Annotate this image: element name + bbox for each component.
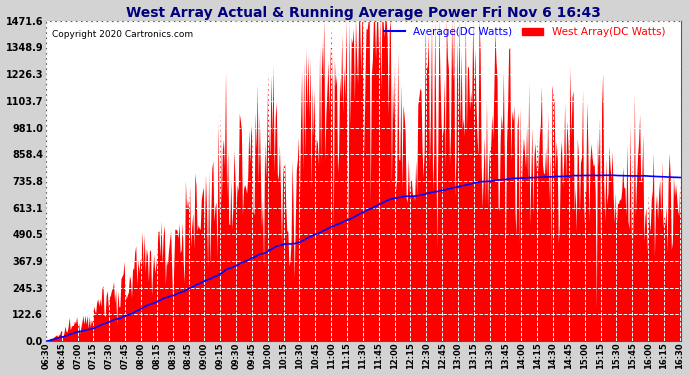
Text: Copyright 2020 Cartronics.com: Copyright 2020 Cartronics.com [52, 30, 193, 39]
Legend: Average(DC Watts), West Array(DC Watts): Average(DC Watts), West Array(DC Watts) [380, 23, 669, 41]
Title: West Array Actual & Running Average Power Fri Nov 6 16:43: West Array Actual & Running Average Powe… [126, 6, 601, 20]
